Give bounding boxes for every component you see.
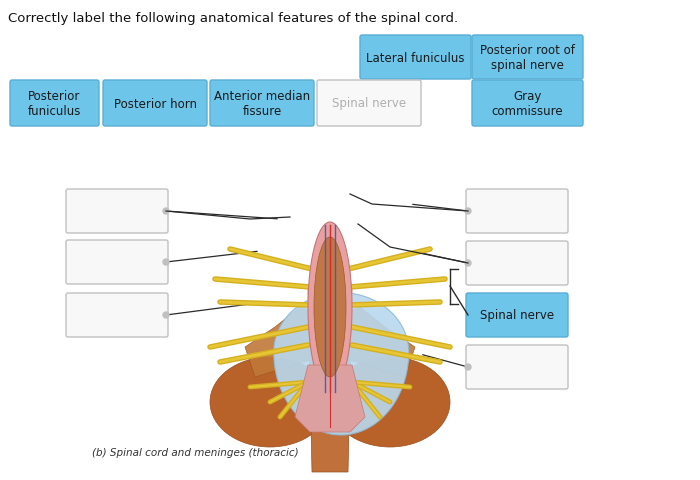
FancyBboxPatch shape bbox=[66, 190, 168, 233]
Circle shape bbox=[163, 260, 169, 265]
Polygon shape bbox=[308, 288, 352, 472]
Circle shape bbox=[163, 209, 169, 215]
Polygon shape bbox=[274, 293, 409, 435]
Text: Gray
commissure: Gray commissure bbox=[491, 90, 564, 118]
FancyBboxPatch shape bbox=[360, 36, 471, 80]
FancyBboxPatch shape bbox=[317, 81, 421, 127]
Text: Posterior
funiculus: Posterior funiculus bbox=[28, 90, 81, 118]
FancyBboxPatch shape bbox=[466, 190, 568, 233]
FancyBboxPatch shape bbox=[472, 36, 583, 80]
Text: Correctly label the following anatomical features of the spinal cord.: Correctly label the following anatomical… bbox=[8, 12, 458, 25]
Ellipse shape bbox=[314, 238, 346, 377]
FancyBboxPatch shape bbox=[103, 81, 207, 127]
Circle shape bbox=[465, 261, 471, 266]
FancyBboxPatch shape bbox=[66, 293, 168, 337]
FancyBboxPatch shape bbox=[466, 293, 568, 337]
Circle shape bbox=[465, 209, 471, 215]
Text: Spinal nerve: Spinal nerve bbox=[480, 309, 554, 322]
Ellipse shape bbox=[330, 357, 450, 447]
Text: Anterior median
fissure: Anterior median fissure bbox=[214, 90, 310, 118]
Text: Lateral funiculus: Lateral funiculus bbox=[366, 51, 465, 64]
FancyBboxPatch shape bbox=[466, 241, 568, 286]
Circle shape bbox=[163, 312, 169, 318]
Polygon shape bbox=[308, 223, 352, 392]
Polygon shape bbox=[245, 307, 325, 377]
Polygon shape bbox=[335, 307, 415, 377]
FancyBboxPatch shape bbox=[66, 240, 168, 285]
Text: Posterior root of
spinal nerve: Posterior root of spinal nerve bbox=[480, 44, 575, 72]
Text: Posterior horn: Posterior horn bbox=[113, 97, 197, 110]
Circle shape bbox=[465, 364, 471, 370]
FancyBboxPatch shape bbox=[210, 81, 314, 127]
Text: Spinal nerve: Spinal nerve bbox=[332, 97, 406, 110]
FancyBboxPatch shape bbox=[10, 81, 99, 127]
FancyBboxPatch shape bbox=[472, 81, 583, 127]
Ellipse shape bbox=[210, 357, 330, 447]
FancyBboxPatch shape bbox=[466, 345, 568, 389]
Polygon shape bbox=[295, 365, 365, 432]
Text: (b) Spinal cord and meninges (thoracic): (b) Spinal cord and meninges (thoracic) bbox=[92, 447, 298, 457]
